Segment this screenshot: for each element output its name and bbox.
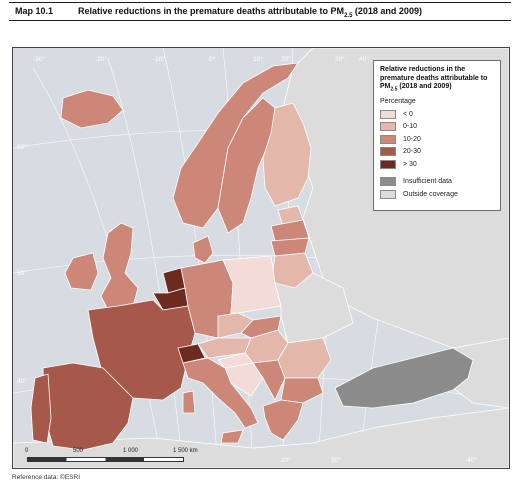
meridian-line: [222, 48, 254, 468]
legend-box: Relative reductions in the premature dea…: [373, 60, 501, 211]
region-sicily: [220, 429, 244, 444]
region-serbia: [252, 359, 286, 401]
legend-item: 0-10: [380, 120, 494, 133]
legend-item: < 0: [380, 108, 494, 121]
legend-swatch: [380, 122, 396, 132]
scale-bar: 0 500 1 000 1 500 km: [25, 448, 205, 464]
legend-swatch: [380, 159, 396, 169]
legend-item: Outside coverage: [380, 188, 494, 201]
lon-label: -30°: [33, 56, 45, 63]
region-finland: [262, 102, 312, 207]
meridian-line: [107, 57, 184, 468]
region-poland: [222, 255, 282, 314]
region-bulgaria: [280, 377, 324, 404]
reference-data-note: Reference data: ©ESRI: [12, 474, 81, 481]
legend-title-subscript: 2.5: [390, 86, 398, 93]
legend-swatch: [380, 134, 396, 144]
scale-bar-line: [27, 457, 184, 462]
lon-label: 20°: [281, 56, 291, 63]
map-number: Map 10.1: [15, 6, 54, 16]
region-latvia: [270, 219, 310, 242]
lon-label: 0°: [209, 56, 216, 63]
legend-label: 0-10: [403, 123, 418, 131]
legend-label: > 30: [403, 160, 417, 168]
legend-swatch: [380, 147, 396, 157]
legend-label: 20-30: [403, 148, 421, 156]
lon-label: -20°: [95, 56, 107, 63]
title-bar: Map 10.1 Relative reductions in the prem…: [0, 0, 520, 22]
map-title: Relative reductions in the premature dea…: [78, 6, 422, 19]
legend-item: 20-30: [380, 145, 494, 158]
legend-item: 10-20: [380, 133, 494, 146]
scale-label: 1 500 km: [173, 448, 198, 454]
region-turkey: [334, 347, 474, 409]
lon-label: 40°: [467, 457, 477, 464]
title-rule-bottom: [9, 20, 511, 21]
meridian-line: [162, 48, 219, 468]
lon-label: -10°: [153, 56, 165, 63]
map-title-text: Relative reductions in the premature dea…: [78, 6, 345, 16]
region-iceland: [60, 89, 124, 129]
region-greece: [262, 399, 304, 441]
legend-title-text: Relative reductions in the premature dea…: [380, 66, 488, 90]
legend-swatch: [380, 109, 396, 119]
lon-label: 10°: [253, 56, 263, 63]
region-denmark: [192, 235, 214, 264]
region-switzerland: [177, 343, 206, 364]
scale-label: 0: [25, 448, 29, 454]
legend-label: Outside coverage: [403, 190, 458, 198]
map-title-suffix: (2018 and 2009): [352, 6, 422, 16]
lon-label: 30°: [335, 56, 345, 63]
scale-label: 500: [73, 448, 84, 454]
legend-swatch: [380, 189, 396, 199]
legend-label: Insufficient data: [403, 178, 452, 186]
scale-label: 1 000: [123, 448, 139, 454]
region-ukraine: [274, 272, 354, 344]
lat-label: 50°: [17, 270, 27, 277]
region-ireland: [64, 252, 99, 291]
legend-label: < 0: [403, 110, 413, 118]
map-title-subscript: 2.5: [344, 12, 353, 19]
legend-label: 10-20: [403, 135, 421, 143]
lon-label: 20°: [281, 457, 291, 464]
legend-item: Insufficient data: [380, 175, 494, 188]
lat-label: 40°: [17, 378, 27, 385]
legend-subtitle: Percentage: [380, 97, 416, 105]
region-north-africa: [13, 407, 509, 468]
legend-swatch: [380, 177, 396, 187]
legend-title: Relative reductions in the premature dea…: [380, 66, 494, 94]
region-sardinia: [182, 390, 196, 414]
region-united-kingdom: [100, 222, 139, 311]
lon-label: 30°: [331, 457, 341, 464]
legend-item: > 30: [380, 158, 494, 171]
title-rule-top: [9, 2, 511, 3]
region-italy: [182, 357, 259, 429]
map-frame: -30° -20° -10° 0° 10° 20° 30° 40° 20° 30…: [12, 47, 510, 469]
lon-label: 40°: [359, 56, 369, 63]
legend-title-suffix: (2018 and 2009): [397, 83, 452, 90]
region-portugal: [30, 373, 52, 444]
lat-label: 60°: [17, 144, 27, 151]
